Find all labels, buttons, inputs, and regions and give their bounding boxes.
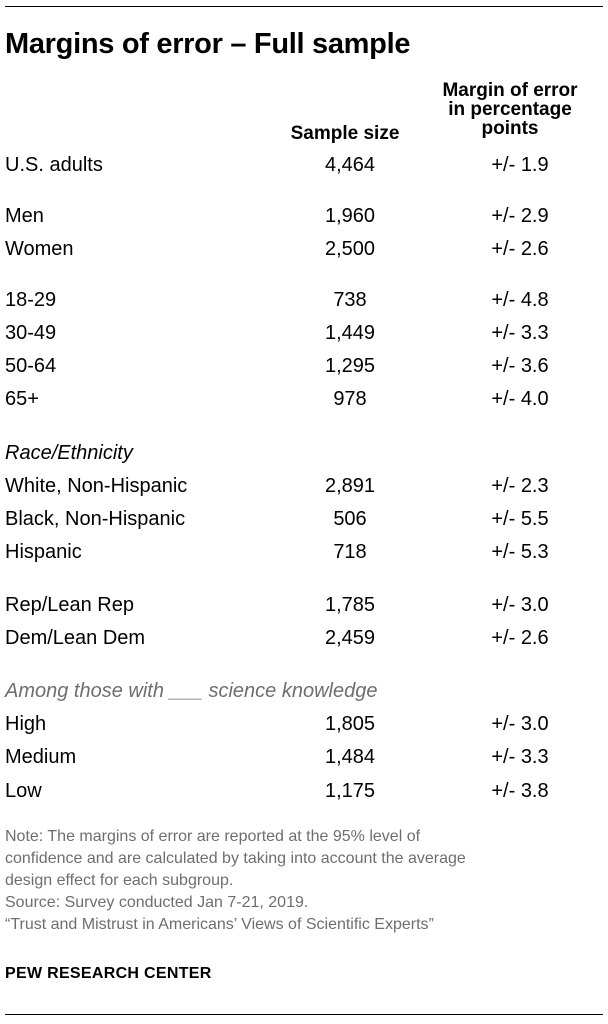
margin-of-error-value: +/- 2.6 xyxy=(491,627,549,649)
sample-size-value: 2,891 xyxy=(324,475,376,497)
table-row: Dem/Lean Dem 2,459 +/- 2.6 xyxy=(5,626,605,650)
row-label: Low xyxy=(5,780,42,802)
row-label: Men xyxy=(5,205,44,227)
bottom-rule xyxy=(5,1014,603,1015)
column-header-sample-size: Sample size xyxy=(270,124,420,143)
table-row: Black, Non-Hispanic 506 +/- 5.5 xyxy=(5,507,605,531)
row-label: High xyxy=(5,713,47,735)
table-row: 18-29 738 +/- 4.8 xyxy=(5,288,605,312)
row-label: Hispanic xyxy=(5,541,82,563)
column-header-moe-line-1: Margin of error xyxy=(442,80,578,101)
table-row: 30-49 1,449 +/- 3.3 xyxy=(5,321,605,345)
margin-of-error-value: +/- 4.8 xyxy=(491,289,549,311)
margin-of-error-value: +/- 1.9 xyxy=(491,154,549,176)
note-line: Note: The margins of error are reported … xyxy=(5,828,421,845)
column-header-moe-line-2: in percentage xyxy=(448,99,572,120)
table-row: Men 1,960 +/- 2.9 xyxy=(5,204,605,228)
margin-of-error-value: +/- 2.9 xyxy=(491,205,549,227)
margin-of-error-value: +/- 4.0 xyxy=(491,388,549,410)
row-label: 18-29 xyxy=(5,289,57,311)
table-row: Rep/Lean Rep 1,785 +/- 3.0 xyxy=(5,593,605,617)
table-row: U.S. adults 4,464 +/- 1.9 xyxy=(5,153,605,177)
table-row: Hispanic 718 +/- 5.3 xyxy=(5,540,605,564)
sample-size-value: 4,464 xyxy=(324,154,376,176)
margin-of-error-value: +/- 2.3 xyxy=(491,475,549,497)
note-line: design effect for each subgroup. xyxy=(5,872,234,889)
sample-size-value: 506 xyxy=(333,508,367,530)
margin-of-error-value: +/- 3.6 xyxy=(491,355,549,377)
sample-size-value: 1,175 xyxy=(324,780,376,802)
row-label: White, Non-Hispanic xyxy=(5,475,188,497)
row-label: 65+ xyxy=(5,388,39,410)
column-header-sample-size-text: Sample size xyxy=(290,123,400,144)
sample-size-value: 978 xyxy=(333,388,367,410)
margin-of-error-value: +/- 5.5 xyxy=(491,508,549,530)
row-label: Black, Non-Hispanic xyxy=(5,508,186,530)
section-label-race: Race/Ethnicity xyxy=(5,442,133,464)
row-label: 30-49 xyxy=(5,322,57,344)
margin-of-error-value: +/- 5.3 xyxy=(491,541,549,563)
margin-of-error-value: +/- 3.3 xyxy=(491,746,549,768)
table-row: Medium 1,484 +/- 3.3 xyxy=(5,745,605,769)
sample-size-value: 1,785 xyxy=(324,594,376,616)
section-label-science-knowledge: Among those with ___ science knowledge xyxy=(5,680,378,702)
sample-size-value: 1,805 xyxy=(324,713,376,735)
chart-title: Margins of error – Full sample xyxy=(5,28,411,60)
margin-of-error-value: +/- 3.0 xyxy=(491,713,549,735)
note-line: confidence and are calculated by taking … xyxy=(5,850,466,867)
table-row: Low 1,175 +/- 3.8 xyxy=(5,779,605,803)
table-row: Women 2,500 +/- 2.6 xyxy=(5,237,605,261)
table-row: High 1,805 +/- 3.0 xyxy=(5,712,605,736)
row-label: Medium xyxy=(5,746,77,768)
sample-size-value: 1,449 xyxy=(324,322,376,344)
source-line: Source: Survey conducted Jan 7-21, 2019. xyxy=(5,894,309,911)
sample-size-value: 738 xyxy=(333,289,367,311)
sample-size-value: 2,459 xyxy=(324,627,376,649)
column-header-moe-line-3: points xyxy=(481,118,539,139)
brand-name: PEW RESEARCH CENTER xyxy=(5,965,212,982)
sample-size-value: 2,500 xyxy=(324,238,376,260)
margin-of-error-value: +/- 3.8 xyxy=(491,780,549,802)
sample-size-value: 1,295 xyxy=(324,355,376,377)
sample-size-value: 1,960 xyxy=(324,205,376,227)
margin-of-error-value: +/- 3.0 xyxy=(491,594,549,616)
row-label: Rep/Lean Rep xyxy=(5,594,134,616)
sample-size-value: 1,484 xyxy=(324,746,376,768)
margin-of-error-value: +/- 2.6 xyxy=(491,238,549,260)
sample-size-value: 718 xyxy=(333,541,367,563)
row-label: 50-64 xyxy=(5,355,57,377)
row-label: Dem/Lean Dem xyxy=(5,627,146,649)
top-rule xyxy=(5,6,603,7)
notes: Note: The margins of error are reported … xyxy=(5,826,601,936)
table-row: White, Non-Hispanic 2,891 +/- 2.3 xyxy=(5,474,605,498)
table-row: 50-64 1,295 +/- 3.6 xyxy=(5,354,605,378)
row-label: Women xyxy=(5,238,74,260)
table-row: 65+ 978 +/- 4.0 xyxy=(5,387,605,411)
report-title-line: “Trust and Mistrust in Americans’ Views … xyxy=(5,916,434,933)
margin-of-error-value: +/- 3.3 xyxy=(491,322,549,344)
row-label: U.S. adults xyxy=(5,154,103,176)
column-header-margin-of-error: Margin of error in percentage points xyxy=(420,81,600,138)
